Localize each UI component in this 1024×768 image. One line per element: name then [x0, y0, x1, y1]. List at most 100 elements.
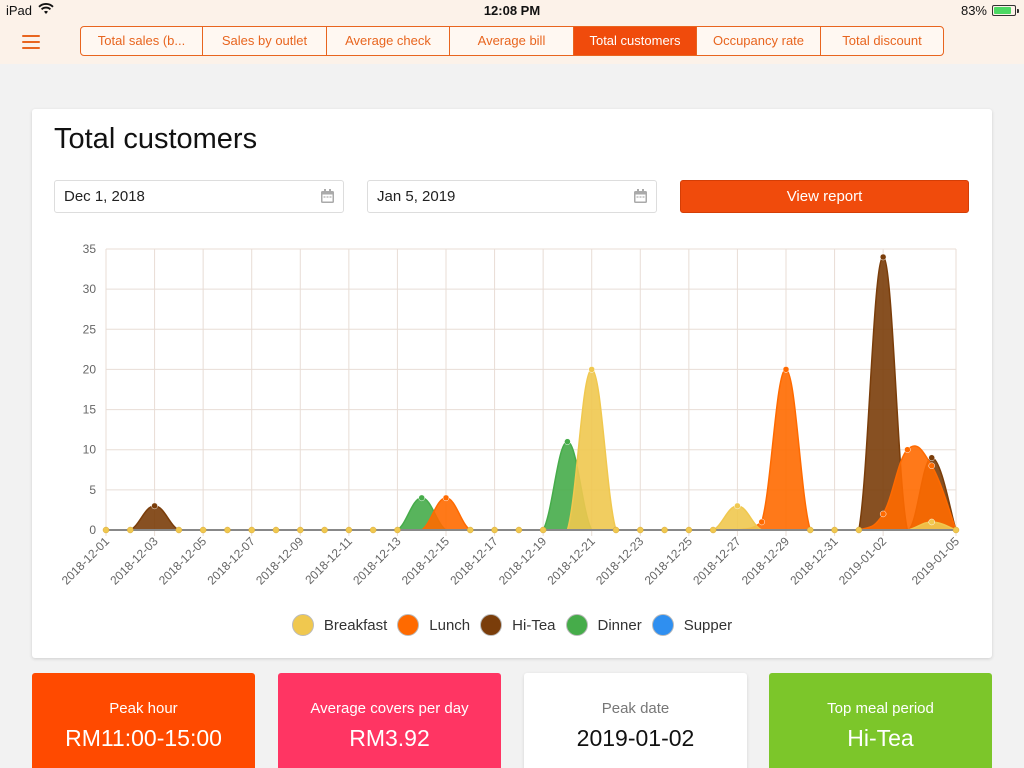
stat-peak-hour: Peak hour RM11:00-15:00 — [32, 673, 255, 768]
y-tick-label: 30 — [83, 282, 97, 296]
x-tick-label: 2018-12-25 — [642, 534, 696, 588]
legend-swatch — [397, 614, 420, 636]
legend-label: Supper — [683, 616, 733, 634]
data-point — [758, 518, 765, 526]
legend-label: Dinner — [597, 616, 642, 634]
battery-icon — [992, 5, 1019, 16]
data-point — [102, 526, 110, 534]
data-point — [199, 526, 207, 534]
data-point — [879, 510, 887, 518]
x-tick-label: 2018-12-01 — [59, 534, 113, 588]
data-point — [734, 502, 741, 510]
legend-swatch — [480, 614, 503, 636]
view-report-button[interactable]: View report — [680, 180, 969, 213]
x-tick-label: 2018-12-11 — [302, 534, 355, 587]
legend-swatch — [291, 614, 314, 636]
legend-item[interactable]: Breakfast — [291, 614, 388, 636]
calendar-icon[interactable] — [321, 189, 334, 203]
stat-average-covers: Average covers per day RM3.92 — [278, 673, 501, 768]
data-point — [272, 526, 280, 534]
data-point — [904, 446, 911, 453]
report-tabs: Total sales (b... Sales by outlet Averag… — [80, 26, 944, 56]
data-point — [248, 526, 255, 534]
data-point — [928, 518, 935, 526]
legend-item[interactable]: Supper — [651, 614, 733, 636]
start-date-value: Dec 1, 2018 — [64, 188, 145, 205]
end-date-input[interactable]: Jan 5, 2019 — [367, 180, 657, 213]
data-point — [151, 502, 158, 510]
start-date-input[interactable]: Dec 1, 2018 — [54, 180, 344, 213]
data-point — [127, 526, 134, 534]
battery-percent: 83% — [960, 3, 987, 18]
y-tick-label: 20 — [83, 362, 97, 376]
tab-sales-by-outlet[interactable]: Sales by outlet — [203, 27, 327, 55]
report-card: Total customers Dec 1, 2018 Jan 5, 2019 … — [32, 109, 992, 658]
legend-label: Hi-Tea — [512, 616, 556, 634]
x-tick-label: 2018-12-05 — [156, 534, 210, 588]
x-tick-label: 2018-12-23 — [593, 534, 647, 588]
menu-icon[interactable] — [22, 35, 40, 49]
stat-value: 2019-01-02 — [576, 725, 695, 751]
x-tick-label: 2019-01-02 — [836, 534, 890, 588]
legend-item[interactable]: Dinner — [565, 614, 642, 636]
x-tick-label: 2019-01-05 — [909, 534, 963, 588]
end-date-value: Jan 5, 2019 — [377, 188, 456, 205]
data-point — [224, 526, 231, 534]
x-tick-label: 2018-12-17 — [447, 534, 501, 588]
data-point — [515, 526, 523, 534]
y-tick-label: 5 — [89, 483, 96, 497]
status-time: 12:08 PM — [483, 3, 541, 18]
x-tick-label: 2018-12-09 — [253, 534, 307, 588]
series-area-dinner — [106, 441, 956, 530]
legend-swatch — [651, 614, 674, 636]
legend-item[interactable]: Hi-Tea — [480, 614, 556, 636]
data-point — [394, 526, 401, 534]
page-title: Total customers — [54, 123, 258, 155]
total-customers-chart: 051015202530352018-12-012018-12-032018-1… — [59, 242, 963, 588]
tab-total-discount[interactable]: Total discount — [842, 33, 922, 48]
data-point — [491, 526, 498, 534]
status-bar: iPad 12:08 PM 83% — [0, 0, 1024, 22]
data-point — [467, 526, 474, 534]
legend-label: Breakfast — [323, 616, 388, 634]
wifi-icon — [38, 3, 54, 18]
series-line-dinner — [105, 440, 956, 531]
stat-top-meal-period: Top meal period Hi-Tea — [769, 673, 992, 768]
stat-value: RM11:00-15:00 — [65, 725, 222, 751]
data-point — [879, 253, 887, 261]
x-tick-label: 2018-12-07 — [205, 534, 259, 588]
data-point — [369, 526, 377, 534]
data-point — [928, 454, 935, 461]
series-area-hi-tea — [106, 257, 956, 530]
data-point — [709, 526, 717, 534]
data-point — [807, 526, 814, 534]
y-tick-label: 0 — [89, 523, 96, 537]
tab-total-customers[interactable]: Total customers — [574, 27, 697, 55]
tab-average-check[interactable]: Average check — [327, 27, 450, 55]
data-point — [928, 462, 935, 470]
x-tick-label: 2018-12-21 — [545, 534, 599, 588]
chart-legend: Breakfast Lunch Hi-Tea Dinner Supper — [32, 614, 992, 636]
data-point — [175, 526, 183, 534]
x-tick-label: 2018-12-03 — [107, 534, 161, 588]
stat-label: Average covers per day — [310, 700, 469, 717]
x-tick-label: 2018-12-27 — [690, 534, 744, 588]
tab-average-bill[interactable]: Average bill — [450, 27, 574, 55]
x-tick-label: 2018-12-31 — [787, 534, 841, 588]
x-tick-label: 2018-12-29 — [739, 534, 793, 588]
data-point — [297, 526, 304, 534]
data-point — [831, 526, 838, 534]
y-tick-label: 35 — [83, 242, 97, 256]
calendar-icon[interactable] — [634, 189, 647, 203]
data-point — [564, 438, 571, 445]
data-point — [952, 526, 960, 534]
legend-label: Lunch — [429, 616, 471, 634]
stat-label: Peak hour — [109, 700, 178, 717]
data-point — [685, 526, 693, 534]
data-point — [612, 526, 620, 534]
legend-item[interactable]: Lunch — [397, 614, 470, 636]
tab-occupancy-rate[interactable]: Occupancy rate — [697, 27, 821, 55]
tab-total-sales[interactable]: Total sales (b... — [81, 27, 203, 55]
x-tick-label: 2018-12-19 — [496, 534, 550, 588]
legend-swatch — [565, 614, 588, 636]
